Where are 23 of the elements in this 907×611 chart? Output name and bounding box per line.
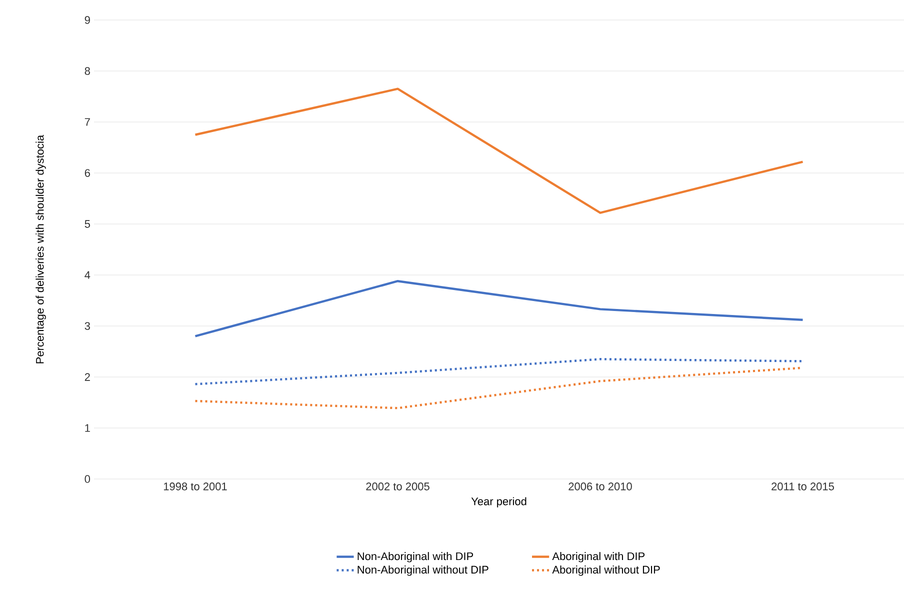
y-tick-label: 4 <box>84 271 90 279</box>
x-tick-label: 1998 to 2001 <box>164 482 227 490</box>
y-tick-label: 6 <box>84 169 90 177</box>
legend-label: Non-Aboriginal with DIP <box>358 552 474 562</box>
legend-label: Non-Aboriginal without DIP <box>358 566 488 576</box>
x-tick-label: 2006 to 2010 <box>568 482 632 490</box>
y-tick-label: 5 <box>84 220 90 228</box>
y-tick-label: 8 <box>84 67 90 75</box>
x-tick-label: 2002 to 2005 <box>366 482 430 490</box>
y-tick-label: 1 <box>85 424 90 432</box>
x-tick-label: 2011 to 2015 <box>772 482 834 490</box>
legend-label: Aboriginal with DIP <box>552 552 645 562</box>
y-tick-label: 3 <box>84 322 90 330</box>
line-series <box>194 88 804 214</box>
legend-label: Aboriginal without DIP <box>552 566 660 576</box>
y-tick-label: 9 <box>84 16 90 24</box>
y-tick-label: 0 <box>84 475 90 483</box>
y-tick-label: 7 <box>84 118 90 126</box>
x-axis-title: Year period <box>471 497 526 508</box>
line-series <box>194 280 804 338</box>
y-tick-label: 2 <box>84 373 90 381</box>
y-axis-title: Percentage of deliveries with shoulder dystocia <box>36 134 46 364</box>
line-series <box>194 358 804 386</box>
